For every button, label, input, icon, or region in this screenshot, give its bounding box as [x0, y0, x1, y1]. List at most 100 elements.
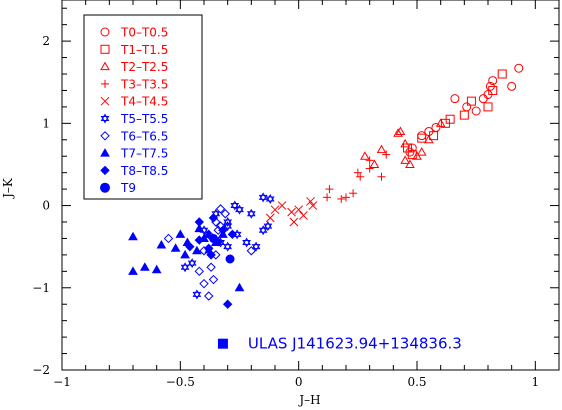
y-axis-label: J–K	[1, 177, 15, 200]
data-point	[223, 241, 233, 252]
data-point	[349, 189, 358, 198]
data-point	[170, 243, 181, 252]
axis-ticks	[61, 0, 560, 371]
data-point	[192, 245, 202, 255]
y-tick-label: −2	[32, 363, 50, 377]
data-point	[478, 94, 488, 104]
data-point	[382, 150, 391, 159]
data-point	[175, 229, 186, 238]
data-point	[466, 96, 476, 106]
data-point	[234, 282, 245, 292]
x-axis-label: J–H	[297, 393, 320, 407]
legend-marker	[100, 113, 110, 124]
legend-entry: T4–T4.5	[100, 95, 168, 109]
legend-entry: T7–T7.5	[100, 147, 168, 161]
data-point	[263, 221, 273, 232]
data-point	[488, 76, 498, 86]
data-point	[497, 69, 507, 79]
data-point	[423, 134, 434, 144]
legend-marker	[100, 182, 110, 193]
legend-entry: T0–T0.5	[100, 26, 168, 40]
annotation: ULAS J141623.94+134836.3	[217, 335, 462, 353]
legend-entry: T9	[100, 181, 136, 195]
legend-label: T3–T3.5	[120, 77, 168, 91]
legend-label: T2–T2.5	[120, 60, 168, 74]
data-point	[208, 233, 218, 243]
data-point	[377, 172, 386, 181]
x-tick-label: −1	[53, 375, 71, 389]
annotation-label: ULAS J141623.94+134836.3	[248, 335, 462, 353]
data-point	[218, 225, 228, 235]
data-point	[395, 126, 406, 136]
data-point	[365, 164, 374, 173]
data-point	[287, 207, 296, 217]
data-point	[353, 168, 362, 177]
data-point	[265, 213, 275, 223]
data-point	[251, 241, 261, 252]
legend-label: T4–T4.5	[120, 95, 168, 109]
data-point	[514, 63, 524, 73]
data-point	[360, 151, 370, 160]
data-point	[235, 204, 244, 215]
y-tick-label: 1	[42, 116, 50, 130]
data-point	[208, 274, 219, 285]
data-point	[199, 278, 209, 289]
data-point	[407, 150, 417, 160]
annotation-marker	[217, 338, 228, 349]
data-point	[187, 258, 197, 269]
legend-entry: T8–T8.5	[100, 164, 168, 178]
legend-marker	[100, 96, 110, 106]
data-point	[393, 128, 403, 137]
legend-label: T0–T0.5	[120, 26, 168, 40]
legend-entry: T1–T1.5	[100, 43, 168, 57]
data-point	[440, 118, 450, 128]
plot-frame	[61, 0, 560, 371]
data-point	[450, 94, 460, 104]
y-tick-label: 0	[42, 199, 50, 213]
data-point	[242, 237, 251, 248]
legend-label: T9	[120, 181, 136, 195]
y-tick-label: −1	[32, 281, 50, 295]
data-point	[308, 201, 318, 210]
data-point	[163, 233, 174, 244]
data-points	[128, 63, 524, 309]
data-point	[206, 250, 216, 260]
data-point	[139, 262, 150, 271]
data-point	[230, 200, 240, 211]
legend-entry: T3–T3.5	[101, 77, 168, 91]
data-point	[194, 217, 204, 227]
y-tick-label: 2	[42, 34, 50, 48]
data-point	[270, 205, 280, 215]
data-point	[227, 229, 238, 240]
data-point	[225, 254, 235, 264]
data-point	[258, 225, 268, 236]
legend-label: T5–T5.5	[120, 112, 168, 126]
data-point	[435, 118, 446, 127]
data-point	[294, 205, 304, 215]
legend-entry: T5–T5.5	[100, 112, 168, 126]
data-point	[416, 147, 427, 156]
data-point	[277, 201, 287, 210]
legend-marker	[100, 131, 110, 141]
data-point	[471, 106, 481, 116]
x-tick-label: 0	[295, 375, 303, 389]
data-point	[128, 231, 138, 241]
data-point	[220, 209, 231, 219]
data-point	[206, 262, 216, 272]
data-point	[417, 133, 427, 143]
legend-marker	[101, 79, 109, 88]
data-point	[400, 155, 411, 164]
data-point	[459, 110, 469, 120]
x-tick-label: −0.5	[166, 375, 195, 389]
data-point	[405, 159, 415, 168]
data-point	[429, 131, 439, 141]
data-point	[483, 102, 493, 112]
data-point	[376, 144, 387, 154]
data-point	[299, 211, 308, 220]
data-point	[208, 213, 219, 223]
data-point	[185, 241, 195, 252]
data-point	[192, 289, 202, 300]
data-point	[222, 299, 233, 309]
legend-label: T6–T6.5	[120, 129, 168, 143]
data-point	[412, 151, 422, 160]
